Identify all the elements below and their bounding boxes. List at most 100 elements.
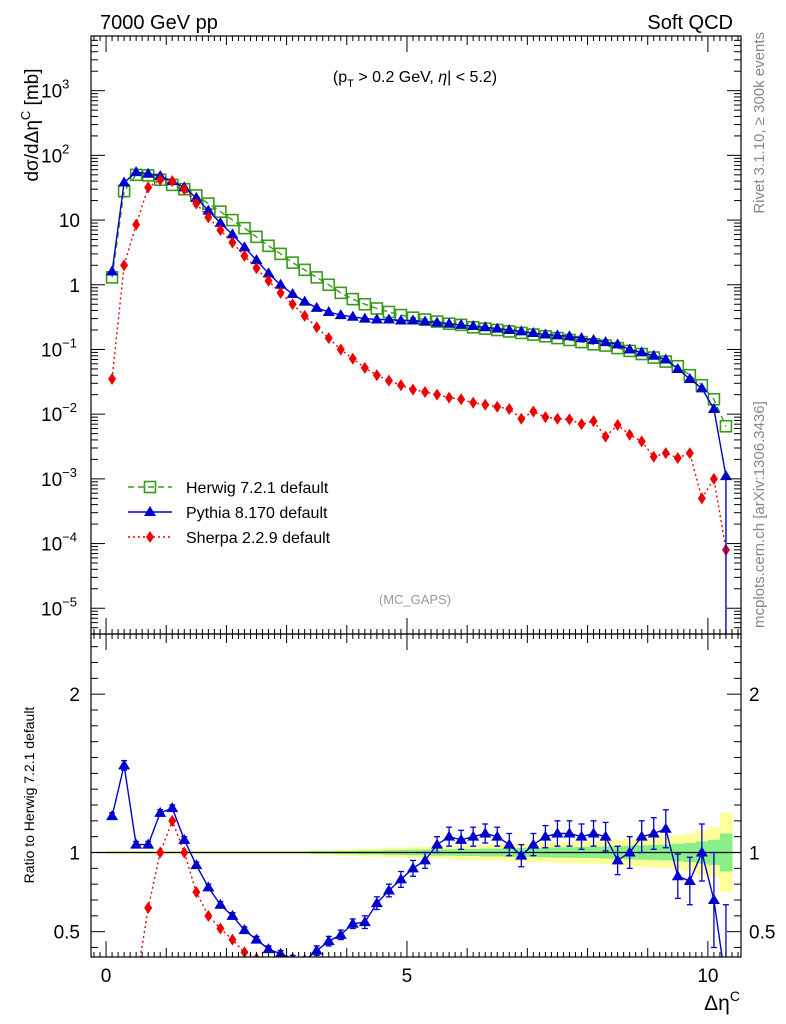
ratio-data-point [686,995,694,1007]
data-point [250,230,263,244]
tick-base: 10 [41,599,62,620]
data-point [226,228,239,239]
ratio-data-point [647,827,660,838]
ylabel-unit: [mb] [22,68,43,110]
tick-exponent: −3 [62,465,77,480]
data-point [707,403,720,414]
data-point [274,247,287,261]
ratio-data-point [541,996,549,1008]
legend-label: Herwig 7.2.1 default [186,480,329,497]
data-point [358,312,371,323]
ratio-data-point [638,998,646,1010]
ratio-data-point [154,806,167,817]
ratio-data-point [491,830,504,841]
legend: Herwig 7.2.1 default Pythia 8.170 default… [128,480,331,547]
analysis-annotation: (MC_GAPS) [379,592,451,607]
ratio-data-point [457,994,465,1006]
data-point [274,278,287,289]
data-point [539,328,552,339]
legend-marker [144,506,156,516]
title-part-eta: η [438,69,447,86]
ratio-series-line [111,765,723,957]
data-point [286,256,299,269]
data-point [238,241,251,252]
ratio-data-point [662,999,670,1011]
tick-base: 10 [59,211,80,232]
main-plot-area [105,166,733,634]
data-point [551,329,564,340]
tick-exponent: −1 [62,335,77,350]
tick-base: 10 [41,340,62,361]
data-point [168,175,177,188]
data-point [541,411,550,424]
ratio-data-point [349,986,357,998]
ratio-data-point [614,995,622,1007]
data-point [324,332,333,345]
ratio-series-line [139,818,255,957]
tick-exponent: −4 [62,530,77,545]
ratio-data-point [118,759,131,770]
ratio-data-point [178,833,191,844]
ratio-data-point [469,994,477,1006]
data-point [517,412,526,425]
ratio-data-point [553,996,561,1008]
data-point [372,369,381,382]
data-point [334,309,347,320]
data-point [431,316,444,327]
ratio-data-point [578,996,586,1008]
tick-exponent: −5 [62,594,77,609]
data-point [599,336,612,347]
ratio-data-point [443,830,456,841]
header-left-label: 7000 GeV pp [100,12,218,34]
data-point [601,430,610,443]
data-point [467,320,480,331]
data-point [298,295,311,306]
tick-base: 1 [69,276,80,297]
legend-marker [146,531,154,543]
data-point [286,287,299,298]
ratio-data-point [707,894,720,904]
ratio-data-point [720,978,732,988]
data-point [322,305,335,316]
rivet-version-label: Rivet 3.1.10, ≥ 300k events [751,32,768,214]
ratio-data-point [240,946,249,957]
data-point [142,167,155,178]
ratio-data-point [527,838,540,849]
ratio-data-point [132,978,140,990]
data-point [697,492,706,505]
ratio-data-point [277,965,285,977]
title-part-T: T [347,78,354,90]
data-point [144,181,153,194]
tick-exponent: 3 [62,77,69,92]
data-point [336,343,345,356]
ratio-data-point [265,959,273,971]
data-point [683,372,696,383]
ratio-data-point [346,917,359,928]
data-point [228,236,237,249]
ratio-data-point [590,995,598,1007]
data-point [252,262,261,275]
data-point [419,315,432,326]
ratio-data-point [650,1000,658,1012]
xlabel-base: Δη [704,992,730,1015]
data-point [118,176,131,187]
ratio-data-point [695,846,708,857]
ratio-data-point [214,898,227,909]
ratio-data-point [289,968,297,980]
ratio-data-point [202,881,215,892]
x-axis-label: ΔηC [704,988,740,1015]
ratio-data-point [385,991,393,1003]
tick-base: 10 [41,82,62,103]
tick-base: 10 [41,470,62,491]
ratio-data-point [262,943,275,954]
ratio-data-point [397,992,405,1004]
y-tick-label: 10−2 [41,400,77,426]
y-tick-label: 102 [41,141,69,167]
ratio-y-tick-label-left: 0.5 [54,923,80,944]
ratio-data-point [635,830,648,841]
data-point [192,197,201,210]
ratio-y-axis-label: Ratio to Herwig 7.2.1 default [21,707,37,884]
ratio-data-point [421,993,429,1005]
title-part-p: (p [333,69,347,86]
